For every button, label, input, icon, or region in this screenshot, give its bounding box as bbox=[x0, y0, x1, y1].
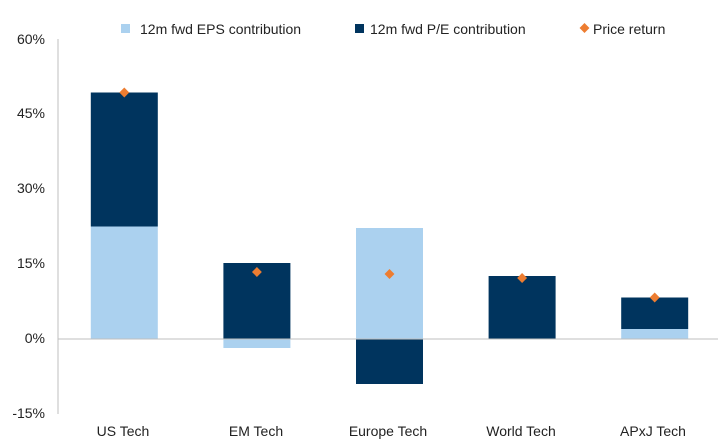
y-tick-label: 15% bbox=[17, 255, 45, 271]
legend-label-eps: 12m fwd EPS contribution bbox=[140, 21, 301, 37]
price-return-markers bbox=[119, 87, 660, 303]
bar-segment bbox=[356, 339, 423, 384]
legend-swatch-pe bbox=[355, 24, 364, 33]
x-tick-label: Europe Tech bbox=[349, 423, 427, 439]
bar-segment bbox=[90, 92, 158, 227]
legend-swatch-price-return bbox=[579, 23, 590, 33]
bar-segment bbox=[90, 226, 158, 339]
price-return-marker bbox=[649, 292, 660, 303]
bars bbox=[90, 92, 689, 384]
bar-segment bbox=[488, 276, 556, 339]
bar-segment bbox=[223, 339, 291, 348]
price-return-marker bbox=[251, 267, 262, 277]
y-tick-label: 45% bbox=[17, 105, 45, 121]
y-tick-label: 60% bbox=[17, 31, 45, 47]
y-tick-label: 0% bbox=[25, 330, 45, 346]
x-tick-label: APxJ Tech bbox=[620, 423, 686, 439]
axes bbox=[57, 39, 718, 414]
bar-segment bbox=[621, 329, 689, 339]
bar-segment bbox=[356, 228, 423, 339]
x-tick-label: World Tech bbox=[486, 423, 556, 439]
x-tick-label: EM Tech bbox=[229, 423, 283, 439]
bar-segment bbox=[621, 297, 689, 329]
legend-label-pe: 12m fwd P/E contribution bbox=[370, 21, 526, 37]
x-tick-label: US Tech bbox=[97, 423, 150, 439]
x-axis-tick-labels: US Tech EM Tech Europe Tech World Tech A… bbox=[97, 423, 686, 439]
price-return-marker bbox=[119, 87, 130, 98]
legend-label-price-return: Price return bbox=[593, 21, 665, 37]
y-tick-label: 30% bbox=[17, 180, 45, 196]
price-return-marker bbox=[517, 273, 528, 283]
y-tick-label: -15% bbox=[12, 405, 45, 421]
legend: 12m fwd EPS contribution 12m fwd P/E con… bbox=[121, 21, 665, 37]
legend-swatch-eps bbox=[121, 24, 130, 33]
price-return-marker bbox=[384, 269, 395, 279]
y-axis-tick-labels: -15% 0% 15% 30% 45% 60% bbox=[12, 31, 45, 421]
